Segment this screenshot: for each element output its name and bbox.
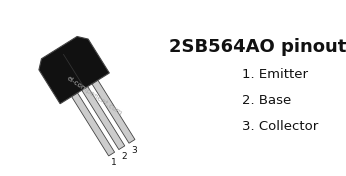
Text: 2. Base: 2. Base [242,94,291,107]
Polygon shape [72,93,115,156]
Text: 1. Emitter: 1. Emitter [242,68,308,81]
Text: 2SB564AO pinout: 2SB564AO pinout [169,38,346,56]
Polygon shape [39,36,109,104]
Text: el-component.com: el-component.com [65,75,123,117]
Polygon shape [82,86,125,150]
Polygon shape [92,80,135,143]
Text: 2: 2 [122,152,127,161]
Text: 1: 1 [111,158,117,167]
Text: 3: 3 [132,146,137,155]
Text: 3. Collector: 3. Collector [242,120,318,133]
